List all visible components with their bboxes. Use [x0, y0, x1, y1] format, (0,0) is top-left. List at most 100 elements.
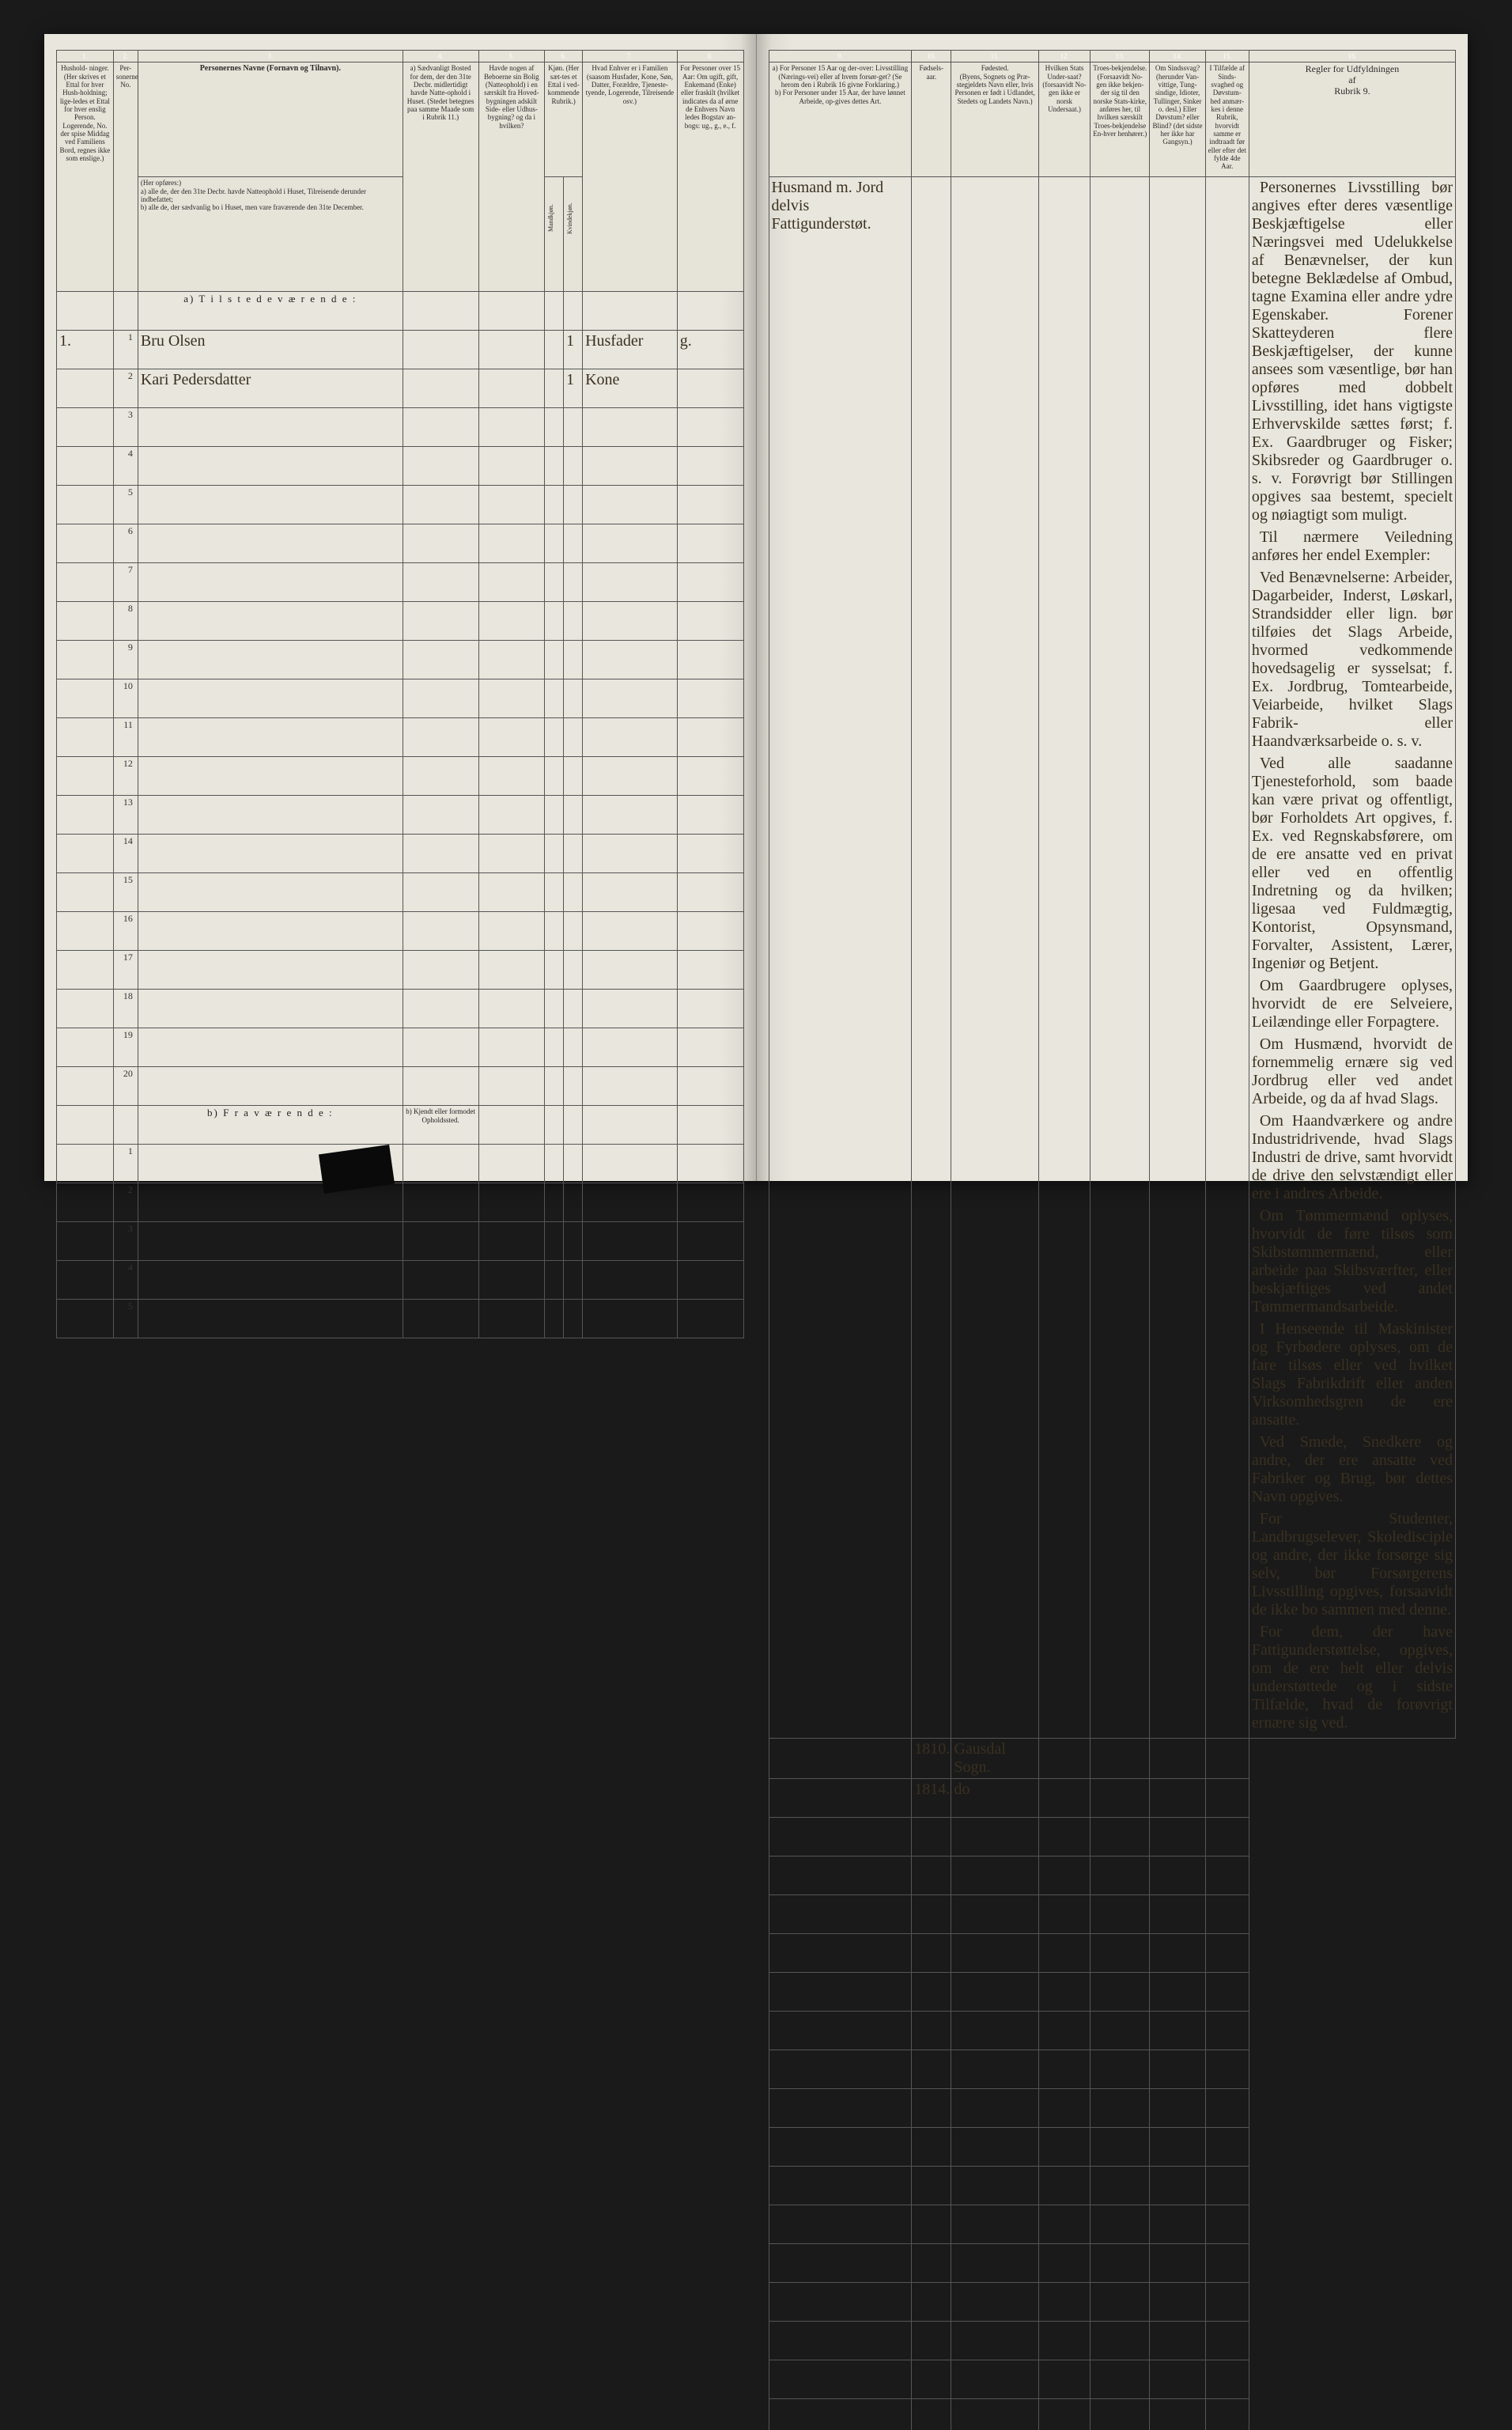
h-onset: I Tilfælde af Sinds-svaghed og Døvstum-h… [1205, 62, 1249, 177]
cell-no: 8 [113, 602, 138, 641]
table-row: 12 [57, 757, 744, 796]
h-names-title: Personernes Navne (Fornavn og Tilnavn). [138, 62, 403, 177]
cell-sex-f [564, 679, 583, 718]
column-number-row-r: 9. 10. 11. 12. 13. 14. 15. 16. [769, 51, 1456, 62]
cell-year [912, 2283, 951, 2322]
cell-occ [769, 2360, 912, 2399]
cell-name [138, 408, 403, 447]
cell-civ [677, 796, 743, 835]
cell-no: 17 [113, 951, 138, 990]
table-row: 3 [57, 1222, 744, 1261]
cell-sex-m [545, 369, 564, 408]
table-row: 10 [57, 679, 744, 718]
cell-place [951, 2128, 1038, 2167]
cell-occ [769, 2283, 912, 2322]
cell-no: 19 [113, 1028, 138, 1067]
h-disability: Om Sindssvag? (herunder Van-vittige, Tun… [1150, 62, 1205, 177]
cell-sex-m [545, 563, 564, 602]
table-row [769, 2399, 1456, 2430]
cell-year [912, 2128, 951, 2167]
cell-c4 [403, 951, 478, 990]
cell-civ [677, 602, 743, 641]
cell-year [912, 2012, 951, 2050]
column-number-row: 1. 2. 3. 4. 5. 6. 7. 8. [57, 51, 744, 62]
cell-c5 [478, 524, 545, 563]
cell-sex-f [564, 796, 583, 835]
cell-fam [583, 718, 678, 757]
cell-c5 [478, 990, 545, 1028]
cell-hh [57, 951, 114, 990]
cell-civ [677, 486, 743, 524]
cell-c4 [403, 524, 478, 563]
table-row [769, 1934, 1456, 1973]
table-row: 8 [57, 602, 744, 641]
cell-c4 [403, 912, 478, 951]
cell-c5 [478, 486, 545, 524]
cell-hh [57, 486, 114, 524]
cell-occ [769, 1779, 912, 1818]
cell-year [912, 2244, 951, 2283]
cell-place [951, 2283, 1038, 2322]
cell-name [138, 679, 403, 718]
rules-paragraph: Om Husmænd, hvorvidt de fornemmelig ernæ… [1252, 1035, 1453, 1108]
table-row: 18 [57, 990, 744, 1028]
cell-civ [677, 1028, 743, 1067]
cell-place [951, 1818, 1038, 1857]
cell-no: 2 [113, 369, 138, 408]
section-present: a) T i l s t e d e v æ r e n d e : [57, 292, 744, 331]
cell-year [912, 2399, 951, 2430]
table-row [769, 2050, 1456, 2089]
cell-hh [57, 369, 114, 408]
table-row: 14 [57, 835, 744, 873]
cell-civ [677, 369, 743, 408]
rules-paragraph: Om Haandværkere og andre Industridrivend… [1252, 1112, 1453, 1203]
cell-sex-m [545, 718, 564, 757]
colnum: 9. [769, 51, 912, 62]
cell-year [912, 2360, 951, 2399]
cell-c4 [403, 990, 478, 1028]
cell-fam [583, 524, 678, 563]
table-row: 19 [57, 1028, 744, 1067]
census-table-right: 9. 10. 11. 12. 13. 14. 15. 16. a) For Pe… [769, 50, 1457, 2430]
cell-sex-f [564, 718, 583, 757]
h-sex: Kjøn. (Her sæt-tes et Ettal i ved-kommen… [545, 62, 583, 177]
cell-fam [583, 835, 678, 873]
cell-civ [677, 408, 743, 447]
colnum: 14. [1150, 51, 1205, 62]
cell-c5 [478, 408, 545, 447]
table-row [769, 1895, 1456, 1934]
table-row [769, 2205, 1456, 2244]
cell-fam [583, 951, 678, 990]
cell-c5 [478, 447, 545, 486]
cell-place [951, 2050, 1038, 2089]
colnum: 13. [1091, 51, 1150, 62]
rules-paragraph: Ved alle saadanne Tjenesteforhold, som b… [1252, 755, 1453, 973]
cell-hh [57, 873, 114, 912]
cell-c5 [478, 331, 545, 369]
cell-no: 11 [113, 718, 138, 757]
cell-year [912, 1895, 951, 1934]
cell-c4 [403, 369, 478, 408]
rules-paragraph: For Studenter, Landbrugselever, Skoledis… [1252, 1510, 1453, 1619]
cell-c5 [478, 912, 545, 951]
cell-no: 3 [113, 1222, 138, 1261]
cell-occ [769, 2012, 912, 2050]
cell-name [138, 641, 403, 679]
cell-civ [677, 524, 743, 563]
cell-c4 [403, 331, 478, 369]
cell-fam [583, 796, 678, 835]
h-sex-m: Mandkjøn. [545, 177, 564, 292]
cell-civ [677, 835, 743, 873]
h-names-bold: Personernes Navne (Fornavn og Tilnavn). [200, 64, 341, 73]
cell-place [951, 2244, 1038, 2283]
rules-paragraph: Ved Smede, Snedkere og andre, der ere an… [1252, 1433, 1453, 1506]
table-row [769, 2283, 1456, 2322]
h-family-role: Hvad Enhver er i Familien (saasom Husfad… [583, 62, 678, 292]
cell-name [138, 796, 403, 835]
cell-c4 [403, 563, 478, 602]
cell-c5 [478, 1028, 545, 1067]
cell-name [138, 873, 403, 912]
cell-c5 [478, 835, 545, 873]
table-row: 4 [57, 447, 744, 486]
table-row: 11 [57, 718, 744, 757]
